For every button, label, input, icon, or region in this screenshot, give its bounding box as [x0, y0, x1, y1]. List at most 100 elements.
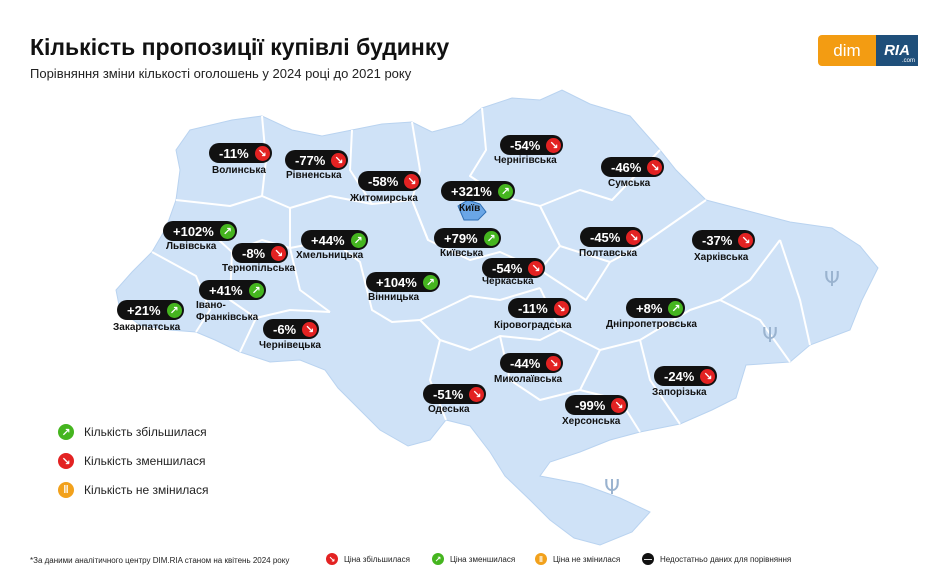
region-value: +8% — [636, 300, 663, 316]
footer-legend-label: Ціна зменшилася — [450, 554, 516, 564]
arrow-up-icon: ↗ — [432, 553, 444, 565]
region-badge[interactable]: -45% ↘ — [580, 227, 644, 247]
region-name: Полтавська — [579, 248, 638, 259]
region-name: Івано- Франківська — [196, 300, 259, 323]
region-value: +41% — [209, 282, 243, 298]
region-name: Черкаська — [482, 276, 534, 287]
page-title: Кількість пропозиції купівлі будинку — [30, 34, 450, 60]
region-value: -6% — [273, 321, 297, 337]
region-badge[interactable]: -6% ↘ — [263, 319, 320, 339]
legend-label: Кількість зменшилася — [84, 454, 206, 468]
arrow-up-icon: ↗ — [248, 282, 264, 298]
region-badge[interactable]: -11% ↘ — [209, 143, 272, 163]
region-value: +44% — [311, 232, 345, 248]
footer-legend-item: ‖ Ціна не змінилася — [535, 553, 620, 565]
region-name: Запорізька — [652, 387, 707, 398]
region-name: Хмельницька — [296, 250, 364, 261]
region-value: +102% — [173, 223, 214, 239]
region-name: Тернопільська — [222, 263, 296, 274]
arrow-up-icon: ↗ — [166, 302, 182, 318]
arrow-down-icon: ↘ — [546, 137, 562, 153]
arrow-down-icon: ↘ — [326, 553, 338, 565]
arrow-down-icon: ↘ — [611, 397, 627, 413]
region-name: Херсонська — [562, 416, 621, 427]
region-badge[interactable]: -51% ↘ — [423, 384, 487, 404]
region-border-9 — [331, 239, 421, 323]
region-name: Вінницька — [368, 292, 420, 303]
dimria-logo[interactable]: dim RIA .com — [818, 35, 918, 66]
region-badge[interactable]: +21% ↗ — [117, 300, 184, 320]
region-name: Кіровоградська — [494, 320, 572, 331]
region-border-4 — [469, 107, 661, 207]
minus-icon: — — [642, 553, 654, 565]
region-value: -99% — [575, 397, 606, 413]
region-badge[interactable]: +104% ↗ — [366, 272, 440, 292]
region-border-20 — [639, 339, 681, 425]
region-value: +321% — [451, 183, 492, 199]
region-name: Миколаївська — [494, 374, 563, 385]
region-name: Дніпропетровська — [606, 319, 697, 330]
arrow-down-icon: ↘ — [626, 229, 642, 245]
region-badge[interactable]: +102% ↗ — [163, 221, 237, 241]
region-badge[interactable]: -54% ↘ — [500, 135, 564, 155]
arrow-up-icon: ↗ — [350, 232, 366, 248]
region-border-13 — [239, 317, 257, 353]
legend-label: Кількість збільшилася — [84, 425, 207, 439]
footnote: *За даними аналітичного центру DIM.RIA с… — [30, 556, 290, 565]
region-badge[interactable]: -46% ↘ — [601, 157, 665, 177]
arrow-up-icon: ↗ — [58, 424, 74, 440]
region-badge[interactable]: +321% ↗ — [441, 181, 515, 201]
legend-label: Кількість не змінилася — [84, 483, 209, 497]
arrow-up-icon: ↗ — [219, 223, 235, 239]
footer-legend-item: ↗ Ціна зменшилася — [432, 553, 515, 565]
region-badge[interactable]: -8% ↘ — [232, 243, 289, 263]
logo-ria-suffix: .com — [901, 58, 915, 64]
region-name: Київ — [459, 203, 481, 214]
region-badge[interactable]: -99% ↘ — [565, 395, 629, 415]
region-badge[interactable]: -77% ↘ — [285, 150, 349, 170]
region-badge[interactable]: +8% ↗ — [626, 298, 686, 318]
region-name: Рівненська — [286, 170, 342, 181]
region-name: Львівська — [166, 241, 217, 252]
region-badge[interactable]: -37% ↘ — [692, 230, 756, 250]
arrow-down-icon: ↘ — [700, 368, 716, 384]
region-border-2 — [349, 129, 373, 205]
region-name: Чернігівська — [494, 155, 557, 166]
arrow-down-icon: ↘ — [331, 152, 347, 168]
region-border-15 — [539, 239, 781, 351]
trident-icon: Ψ — [604, 475, 620, 499]
region-border-17 — [429, 339, 447, 421]
arrow-up-icon: ↗ — [497, 183, 513, 199]
region-badge[interactable]: -11% ↘ — [508, 298, 571, 318]
region-value: -24% — [664, 368, 695, 384]
region-badge[interactable]: -58% ↘ — [358, 171, 422, 191]
arrow-down-icon: ↘ — [404, 173, 420, 189]
arrow-down-icon: ↘ — [271, 245, 287, 261]
arrow-up-icon: ↗ — [483, 230, 499, 246]
region-badge[interactable]: +79% ↗ — [434, 228, 501, 248]
region-value: +21% — [127, 302, 161, 318]
footer-legend-item: ↘ Ціна збільшилася — [326, 553, 410, 565]
region-name: Житомирська — [350, 193, 418, 204]
arrow-down-icon: ↘ — [546, 355, 562, 371]
arrow-down-icon: ↘ — [738, 232, 754, 248]
arrow-up-icon: ↗ — [668, 300, 684, 316]
region-value: -77% — [295, 152, 326, 168]
region-badge[interactable]: -44% ↘ — [500, 353, 564, 373]
region-value: -45% — [590, 229, 621, 245]
region-value: -11% — [518, 300, 548, 316]
region-badge[interactable]: -24% ↘ — [654, 366, 718, 386]
region-badge[interactable]: +41% ↗ — [199, 280, 266, 300]
region-value: -44% — [510, 355, 541, 371]
logo-ria-text: RIA — [884, 42, 910, 59]
region-badge[interactable]: -54% ↘ — [482, 258, 546, 278]
footer-legend-label: Недостатньо даних для порівняння — [660, 554, 792, 564]
region-value: -51% — [433, 386, 464, 402]
trident-icon: Ψ — [762, 323, 778, 347]
region-value: -58% — [368, 173, 399, 189]
region-badge[interactable]: +44% ↗ — [301, 230, 368, 250]
pause-icon: ‖ — [58, 482, 74, 498]
arrow-down-icon: ↘ — [302, 321, 318, 337]
region-name: Київська — [440, 248, 484, 259]
